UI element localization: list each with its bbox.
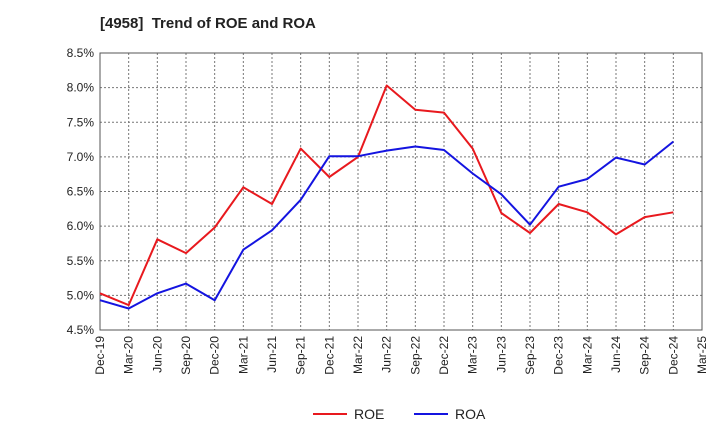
x-tick-label: Dec-20 (208, 336, 222, 375)
x-tick-label: Sep-22 (408, 336, 422, 375)
y-tick-label: 5.0% (67, 288, 95, 302)
x-tick-label: Mar-23 (466, 336, 480, 374)
x-tick-label: Dec-23 (552, 336, 566, 375)
legend: ROE ROA (313, 406, 486, 422)
y-tick-label: 7.0% (67, 150, 95, 164)
x-tick-label: Mar-21 (236, 336, 250, 374)
y-tick-label: 6.0% (67, 219, 95, 233)
y-tick-label: 8.5% (67, 46, 95, 60)
x-tick-label: Dec-21 (322, 336, 336, 375)
x-tick-label: Dec-19 (93, 336, 107, 375)
x-tick-label: Jun-21 (265, 336, 279, 373)
x-tick-label: Jun-23 (494, 336, 508, 373)
x-axis-ticks: Dec-19 Mar-20 Jun-20 Sep-20 Dec-20 Mar-21 Jun-… (93, 336, 709, 375)
x-tick-label: Jun-20 (150, 336, 164, 373)
x-tick-label: Mar-24 (580, 336, 594, 374)
series-line-roa (99, 140, 674, 310)
chart-title: [4958] Trend of ROE and ROA (100, 15, 316, 32)
legend-label: ROE (354, 406, 384, 422)
x-tick-label: Jun-22 (380, 336, 394, 373)
x-tick-label: Sep-23 (523, 336, 537, 375)
x-tick-label: Mar-20 (122, 336, 136, 374)
legend-label: ROA (455, 406, 486, 422)
y-tick-label: 6.5% (67, 185, 95, 199)
y-axis-ticks: 4.5% 5.0% 5.5% 6.0% 6.5% 7.0% 7.5% 8.0% 8.5% (67, 46, 95, 337)
series-line-roe (99, 84, 674, 307)
series-lines (99, 84, 674, 310)
y-tick-label: 8.0% (67, 81, 95, 95)
x-tick-label: Dec-22 (437, 336, 451, 375)
legend-item-roe: ROE (313, 406, 384, 422)
legend-item-roa: ROA (414, 406, 486, 422)
x-tick-label: Mar-25 (695, 336, 709, 374)
plot-area-border (99, 52, 703, 331)
grid (100, 53, 702, 330)
y-tick-label: 7.5% (67, 115, 95, 129)
x-tick-label: Dec-24 (666, 336, 680, 375)
y-tick-label: 5.5% (67, 254, 95, 268)
x-tick-label: Jun-24 (609, 336, 623, 373)
x-tick-label: Sep-20 (179, 336, 193, 375)
x-tick-label: Sep-24 (638, 336, 652, 375)
x-tick-label: Sep-21 (294, 336, 308, 375)
y-tick-label: 4.5% (67, 323, 95, 337)
x-tick-label: Mar-22 (351, 336, 365, 374)
